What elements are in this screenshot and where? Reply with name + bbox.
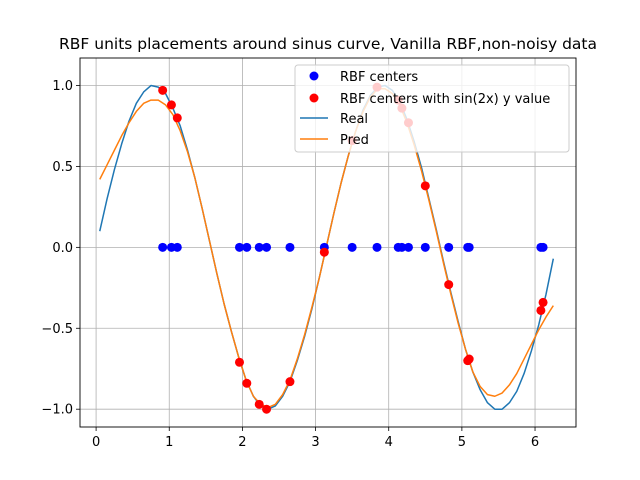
point-rbf-centers <box>444 242 454 252</box>
point-rbf-centers <box>262 242 272 252</box>
point-rbf-centers <box>403 242 413 252</box>
x-tick-label: 1 <box>165 435 173 450</box>
point-rbf-centers-with-sin-2x-y-value <box>464 354 474 364</box>
legend-label-rbf-centers: RBF centers <box>340 70 418 85</box>
y-tick-label: −1.0 <box>41 403 73 418</box>
point-rbf-centers-with-sin-2x-y-value <box>420 181 430 191</box>
x-tick-label: 5 <box>458 435 466 450</box>
point-rbf-centers <box>420 242 430 252</box>
point-rbf-centers <box>372 242 382 252</box>
point-rbf-centers-with-sin-2x-y-value <box>262 404 272 414</box>
legend-label-pred: Pred <box>340 133 369 148</box>
chart-title: RBF units placements around sinus curve,… <box>59 35 597 53</box>
plot-frame <box>79 57 577 428</box>
point-rbf-centers <box>347 242 357 252</box>
legend-marker-rbf-centers <box>309 71 319 81</box>
point-rbf-centers-with-sin-2x-y-value <box>285 377 295 387</box>
x-tick-label: 2 <box>238 435 246 450</box>
legend-label-real: Real <box>340 112 368 127</box>
point-rbf-centers <box>158 242 168 252</box>
point-rbf-centers-with-sin-2x-y-value <box>242 378 252 388</box>
x-tick-label: 4 <box>385 435 393 450</box>
point-rbf-centers-with-sin-2x-y-value <box>158 85 168 95</box>
point-rbf-centers <box>242 242 252 252</box>
y-tick-label: 1.0 <box>52 79 73 94</box>
legend-marker-rbf-centers-sin <box>309 93 319 103</box>
x-tick-label: 0 <box>92 435 100 450</box>
point-rbf-centers-with-sin-2x-y-value <box>234 357 244 367</box>
point-rbf-centers-with-sin-2x-y-value <box>538 297 548 307</box>
point-rbf-centers <box>234 242 244 252</box>
y-tick-label: 0.5 <box>52 160 73 175</box>
legend-label-rbf-centers-sin: RBF centers with sin(2x) y value <box>340 92 550 107</box>
y-tick-label: −0.5 <box>41 322 73 337</box>
point-rbf-centers <box>397 242 407 252</box>
y-tick-label: 0.0 <box>52 241 73 256</box>
point-rbf-centers <box>254 242 264 252</box>
point-rbf-centers <box>538 242 548 252</box>
point-rbf-centers-with-sin-2x-y-value <box>254 399 264 409</box>
x-tick-label: 6 <box>531 435 539 450</box>
scatter-series <box>158 82 548 414</box>
point-rbf-centers-with-sin-2x-y-value <box>166 100 176 110</box>
point-rbf-centers <box>464 242 474 252</box>
point-rbf-centers <box>285 242 295 252</box>
point-rbf-centers-with-sin-2x-y-value <box>444 280 454 290</box>
x-tick-label: 3 <box>311 435 319 450</box>
legend: RBF centers RBF centers with sin(2x) y v… <box>294 64 570 153</box>
point-rbf-centers-with-sin-2x-y-value <box>172 113 182 123</box>
point-rbf-centers-with-sin-2x-y-value <box>536 305 546 315</box>
point-rbf-centers-with-sin-2x-y-value <box>319 247 329 257</box>
point-rbf-centers <box>172 242 182 252</box>
legend-box <box>294 64 570 153</box>
axis-ticks: 0 1 2 3 4 5 6 −1.0 −0.5 0.0 0.5 1.0 <box>41 79 539 450</box>
